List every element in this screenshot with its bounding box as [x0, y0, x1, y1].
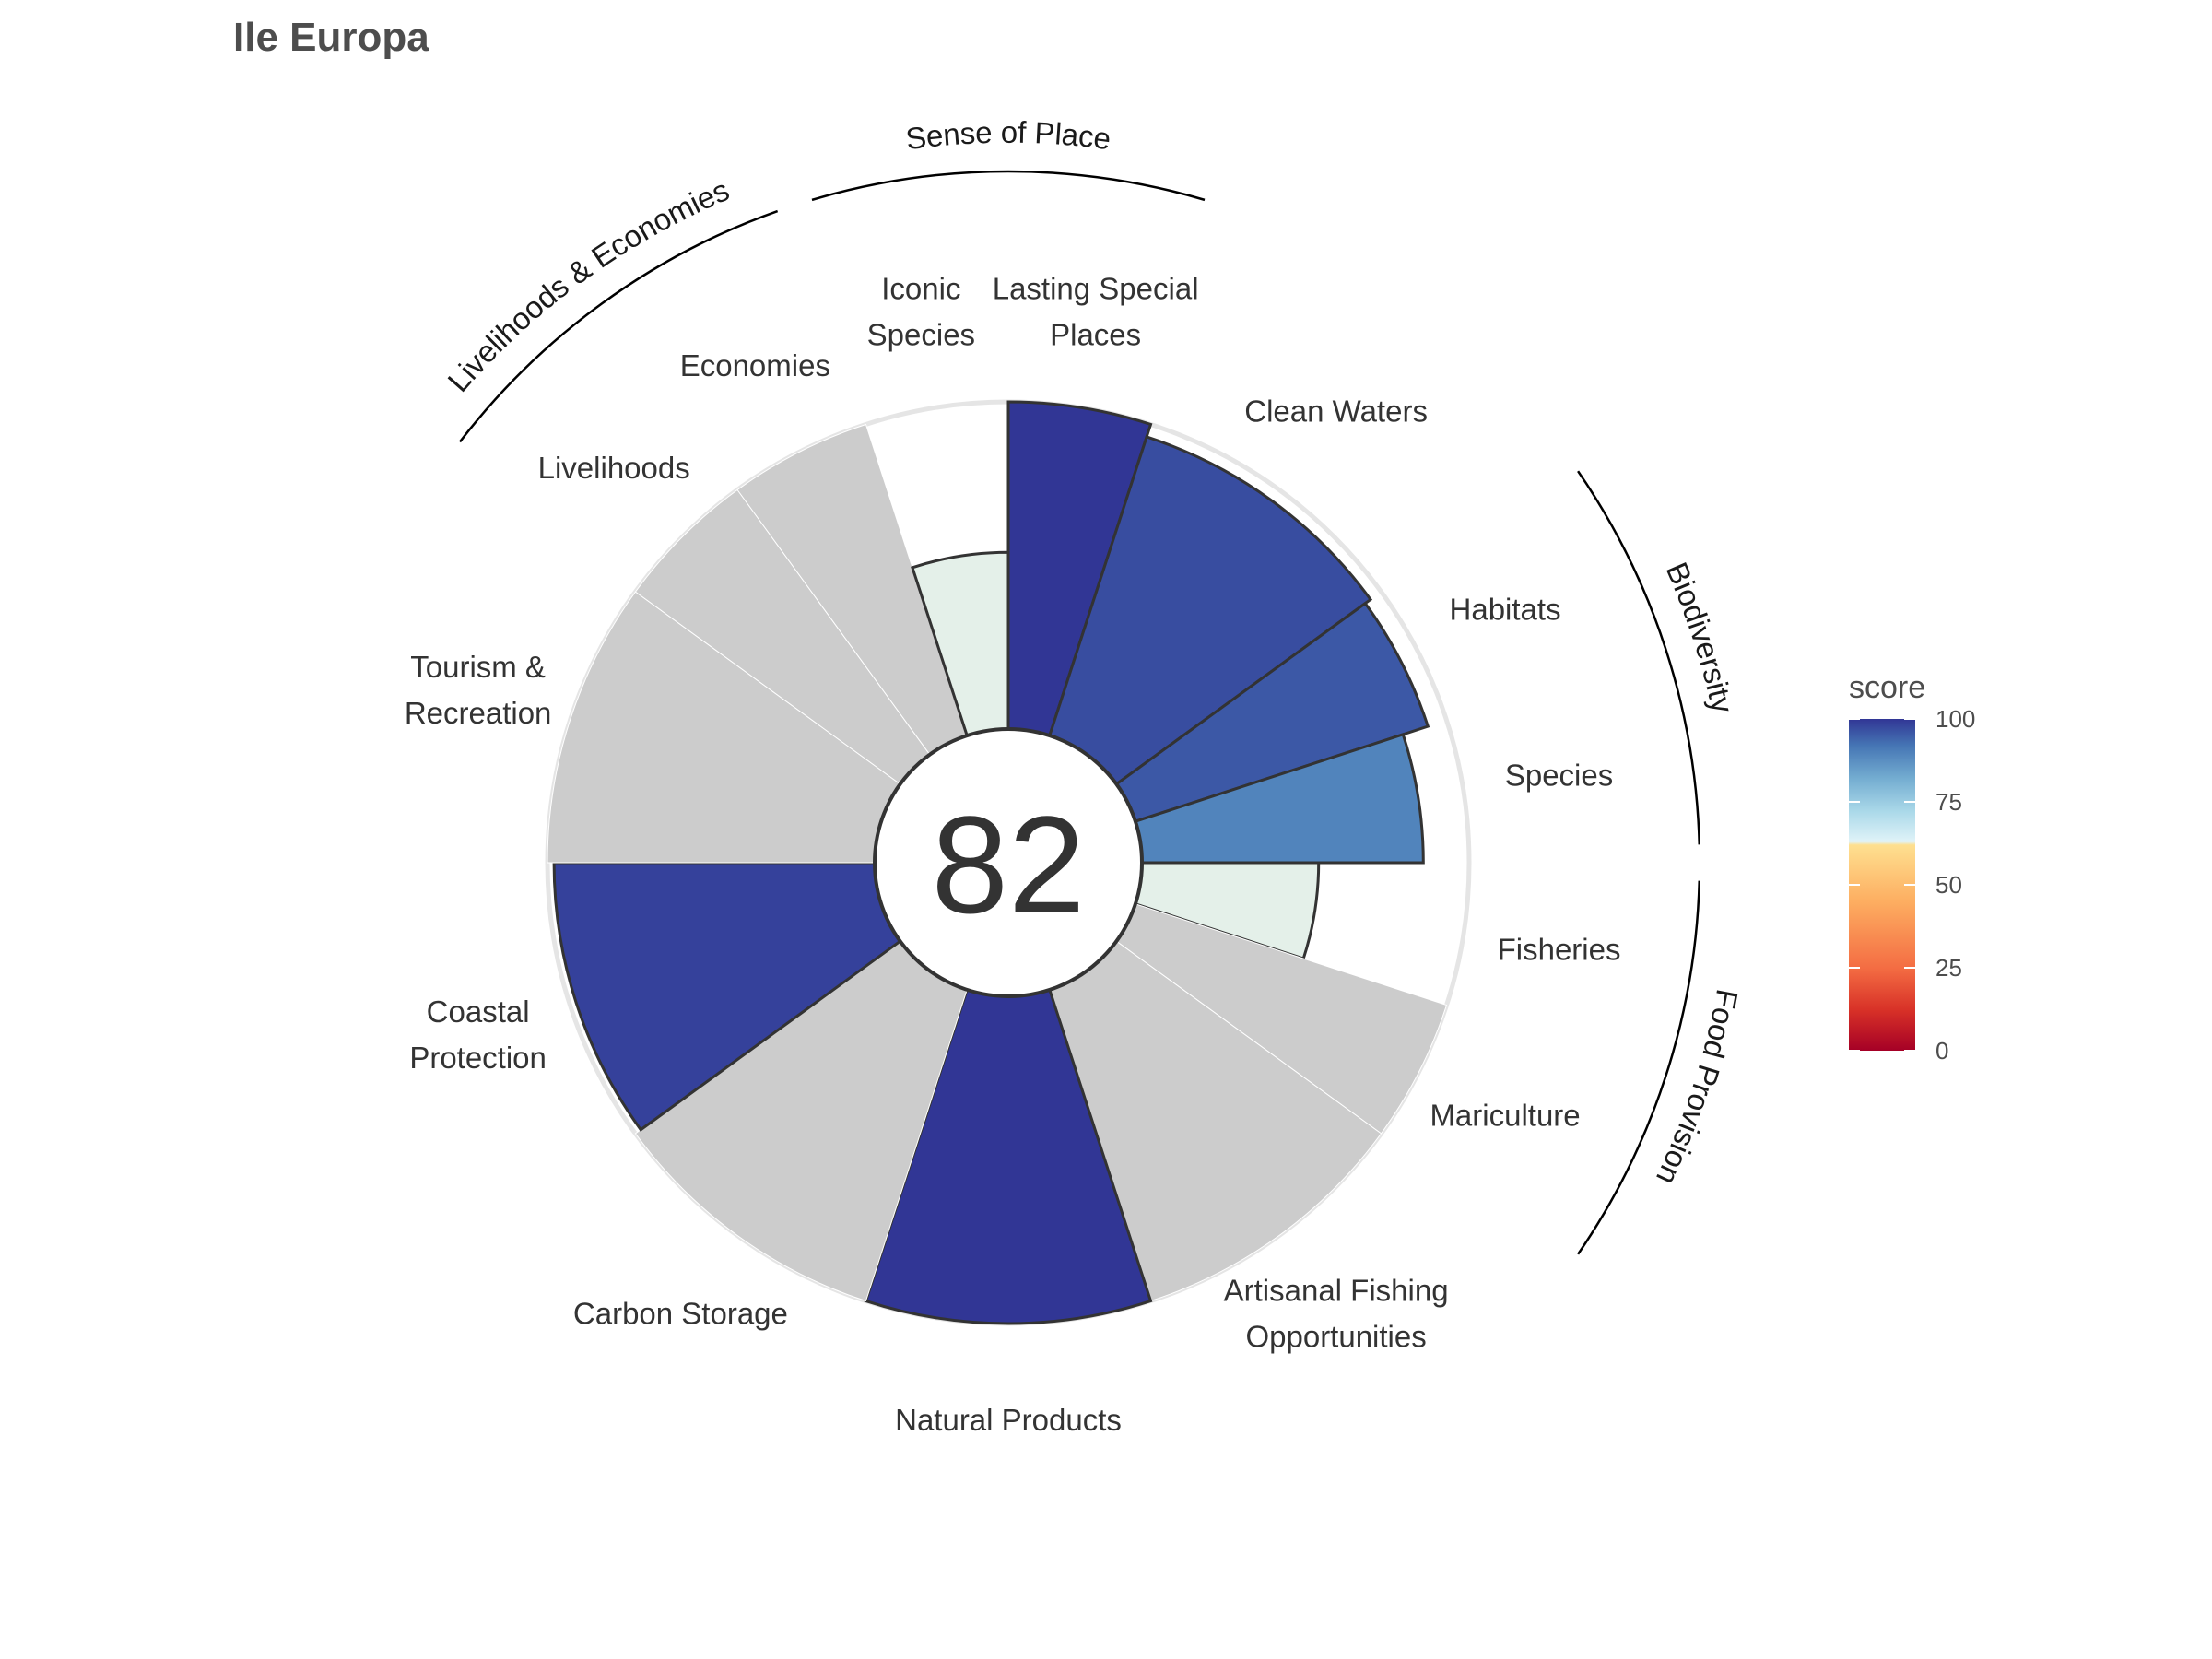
- legend-title: score: [1849, 670, 1925, 705]
- label-clean-waters: Clean Waters: [1244, 394, 1428, 429]
- label-fisheries-line: Fisheries: [1498, 933, 1621, 967]
- label-mariculture-line: Mariculture: [1430, 1099, 1580, 1133]
- center-circle: [873, 727, 1144, 998]
- label-artisanal-fishing-opportunities: Artisanal Fishing Opportunities: [1224, 1273, 1449, 1353]
- label-clean-waters-line: Clean Waters: [1244, 394, 1428, 429]
- label-tourism-and-recreation-line: Tourism &: [410, 650, 546, 684]
- label-lasting-special-places-line: Lasting Special: [993, 271, 1199, 305]
- label-coastal-protection-line: Protection: [409, 1041, 547, 1075]
- group-arc-livelihoods-and-economies: [458, 209, 779, 443]
- label-fisheries: Fisheries: [1498, 933, 1621, 967]
- label-mariculture: Mariculture: [1430, 1099, 1580, 1133]
- chart-title: Ile Europa: [233, 15, 429, 60]
- group-arc-sense-of-place: [811, 170, 1206, 202]
- label-iconic-species-line: Species: [867, 317, 975, 351]
- legend-tick-label: 0: [1936, 1037, 1948, 1065]
- label-livelihoods-line: Livelihoods: [538, 451, 690, 485]
- legend-tick-label: 25: [1936, 954, 1962, 982]
- label-carbon-storage-line: Carbon Storage: [573, 1296, 788, 1330]
- label-iconic-species: Iconic Species: [867, 271, 975, 351]
- group-label-sense-of-place: Sense of Place: [904, 115, 1113, 157]
- legend: score 0 25 50 75 100: [1849, 670, 1975, 1065]
- label-natural-products-line: Natural Products: [895, 1403, 1122, 1437]
- label-natural-products: Natural Products: [895, 1403, 1122, 1437]
- group-label-biodiversity: Biodiversity: [1660, 558, 1740, 717]
- label-iconic-species-line: Iconic: [881, 271, 960, 305]
- label-habitats-line: Habitats: [1450, 592, 1561, 626]
- label-economies: Economies: [680, 348, 830, 382]
- label-artisanal-fishing-opportunities-line: Opportunities: [1245, 1319, 1426, 1353]
- legend-tick-label: 50: [1936, 871, 1962, 899]
- label-tourism-and-recreation-line: Recreation: [405, 696, 552, 730]
- group-label-food-provision: Food Provision: [1650, 986, 1745, 1190]
- legend-tick-label: 100: [1936, 705, 1975, 733]
- group-arc-biodiversity: [1577, 470, 1700, 845]
- label-lasting-special-places: Lasting Special Places: [993, 271, 1199, 351]
- label-species: Species: [1505, 758, 1613, 792]
- label-coastal-protection-line: Coastal: [427, 994, 530, 1029]
- label-artisanal-fishing-opportunities-line: Artisanal Fishing: [1224, 1273, 1449, 1307]
- label-habitats: Habitats: [1450, 592, 1561, 626]
- center-score: 82: [932, 787, 1086, 942]
- legend-tick-label: 75: [1936, 788, 1962, 816]
- label-economies-line: Economies: [680, 348, 830, 382]
- label-livelihoods: Livelihoods: [538, 451, 690, 485]
- label-species-line: Species: [1505, 758, 1613, 792]
- group-arc-food-provision: [1577, 880, 1700, 1255]
- label-coastal-protection: Coastal Protection: [409, 994, 547, 1075]
- label-tourism-and-recreation: Tourism & Recreation: [405, 650, 552, 730]
- label-carbon-storage: Carbon Storage: [573, 1296, 788, 1330]
- label-lasting-special-places-line: Places: [1050, 317, 1141, 351]
